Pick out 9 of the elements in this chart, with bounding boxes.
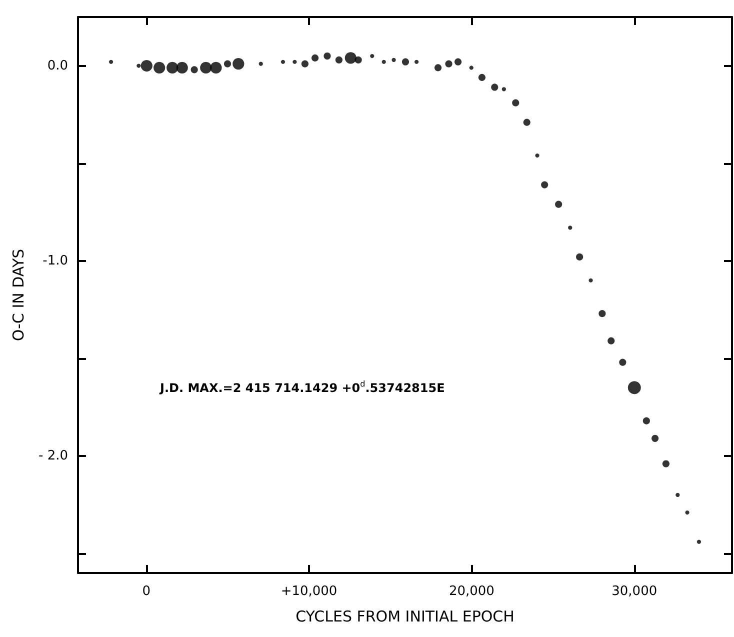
y-axis-title: O-C IN DAYS (10, 248, 28, 342)
x-tick-label: 20,000 (448, 584, 494, 599)
x-tick-label: +10,000 (280, 584, 338, 599)
y-tick-label: -1.0 (42, 253, 68, 268)
x-tick-label: 0 (142, 584, 150, 599)
x-tick-label: 30,000 (612, 584, 658, 599)
y-tick-label: - 2.0 (38, 448, 68, 464)
y-tick-label: 0.0 (47, 58, 68, 74)
x-axis-title: CYCLES FROM INITIAL EPOCH (296, 608, 514, 626)
